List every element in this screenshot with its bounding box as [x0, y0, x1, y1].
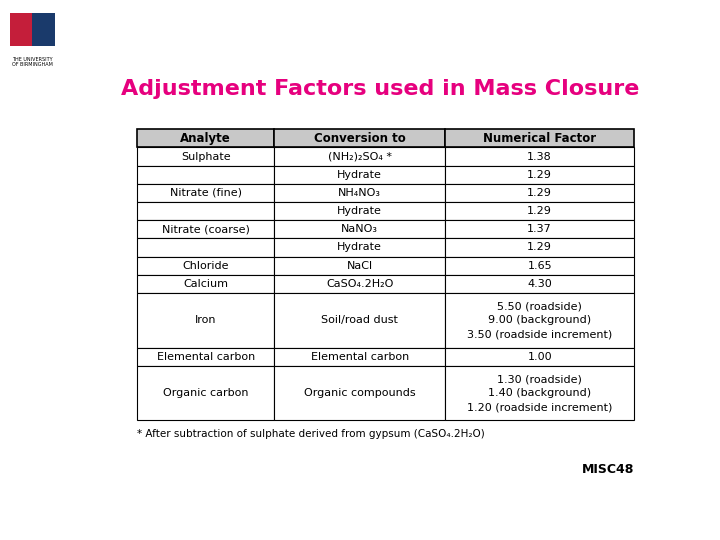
Bar — [274, 348, 446, 366]
Text: NaNO₃: NaNO₃ — [341, 224, 378, 234]
Text: 5.50 (roadside)
9.00 (background)
3.50 (roadside increment): 5.50 (roadside) 9.00 (background) 3.50 (… — [467, 301, 612, 339]
Bar — [138, 166, 274, 184]
Text: Elemental carbon: Elemental carbon — [310, 352, 409, 362]
Text: Analyte: Analyte — [180, 132, 231, 145]
Bar — [274, 256, 446, 275]
Text: 4.30: 4.30 — [527, 279, 552, 289]
Bar — [138, 256, 274, 275]
Text: Nitrate (coarse): Nitrate (coarse) — [162, 224, 250, 234]
Text: Conversion to: Conversion to — [314, 132, 405, 145]
Bar — [446, 129, 634, 147]
Text: Numerical Factor: Numerical Factor — [483, 132, 596, 145]
Text: MISC48: MISC48 — [582, 463, 634, 476]
Bar — [446, 166, 634, 184]
Text: Sulphate: Sulphate — [181, 152, 230, 161]
Text: Nitrate (fine): Nitrate (fine) — [170, 188, 242, 198]
Bar — [274, 220, 446, 238]
Text: 1.30 (roadside)
1.40 (background)
1.20 (roadside increment): 1.30 (roadside) 1.40 (background) 1.20 (… — [467, 374, 613, 412]
Bar — [274, 184, 446, 202]
Bar — [138, 202, 274, 220]
Bar — [138, 348, 274, 366]
Text: 1.00: 1.00 — [527, 352, 552, 362]
Text: NH₄NO₃: NH₄NO₃ — [338, 188, 381, 198]
Bar — [446, 256, 634, 275]
Bar — [274, 238, 446, 256]
Text: Organic carbon: Organic carbon — [163, 388, 248, 398]
Bar — [446, 220, 634, 238]
Bar — [138, 366, 274, 420]
Bar — [446, 293, 634, 348]
Bar — [274, 129, 446, 147]
Bar — [274, 366, 446, 420]
Text: 1.29: 1.29 — [527, 206, 552, 216]
Text: 1.37: 1.37 — [527, 224, 552, 234]
Text: 1.29: 1.29 — [527, 170, 552, 180]
Text: NaCl: NaCl — [346, 261, 373, 271]
Text: 1.29: 1.29 — [527, 242, 552, 253]
Text: Hydrate: Hydrate — [337, 170, 382, 180]
Bar — [138, 220, 274, 238]
Text: Organic compounds: Organic compounds — [304, 388, 415, 398]
Bar — [138, 293, 274, 348]
Text: Elemental carbon: Elemental carbon — [156, 352, 255, 362]
Bar — [138, 129, 274, 147]
Bar — [274, 166, 446, 184]
Bar — [446, 184, 634, 202]
Bar — [274, 293, 446, 348]
Bar — [446, 147, 634, 166]
Text: Adjustment Factors used in Mass Closure: Adjustment Factors used in Mass Closure — [121, 79, 639, 99]
Bar — [274, 275, 446, 293]
Text: Hydrate: Hydrate — [337, 242, 382, 253]
Bar — [10, 14, 55, 46]
Bar — [10, 14, 32, 46]
Bar — [446, 275, 634, 293]
Bar — [274, 147, 446, 166]
Bar — [138, 275, 274, 293]
Text: Iron: Iron — [195, 315, 217, 325]
Text: Calcium: Calcium — [183, 279, 228, 289]
Text: 1.65: 1.65 — [527, 261, 552, 271]
Bar — [138, 184, 274, 202]
Bar — [446, 348, 634, 366]
Text: Hydrate: Hydrate — [337, 206, 382, 216]
Text: THE UNIVERSITY
OF BIRMINGHAM: THE UNIVERSITY OF BIRMINGHAM — [12, 57, 53, 68]
Text: Soil/road dust: Soil/road dust — [321, 315, 398, 325]
Text: 1.29: 1.29 — [527, 188, 552, 198]
Text: Chloride: Chloride — [182, 261, 229, 271]
Text: * After subtraction of sulphate derived from gypsum (CaSO₄.2H₂O): * After subtraction of sulphate derived … — [138, 429, 485, 438]
Bar — [446, 202, 634, 220]
Bar — [138, 147, 274, 166]
Bar — [274, 202, 446, 220]
Text: 1.38: 1.38 — [527, 152, 552, 161]
Text: CaSO₄.2H₂O: CaSO₄.2H₂O — [326, 279, 393, 289]
Bar — [446, 366, 634, 420]
Text: (NH₂)₂SO₄ *: (NH₂)₂SO₄ * — [328, 152, 392, 161]
Bar — [138, 238, 274, 256]
Bar — [446, 238, 634, 256]
